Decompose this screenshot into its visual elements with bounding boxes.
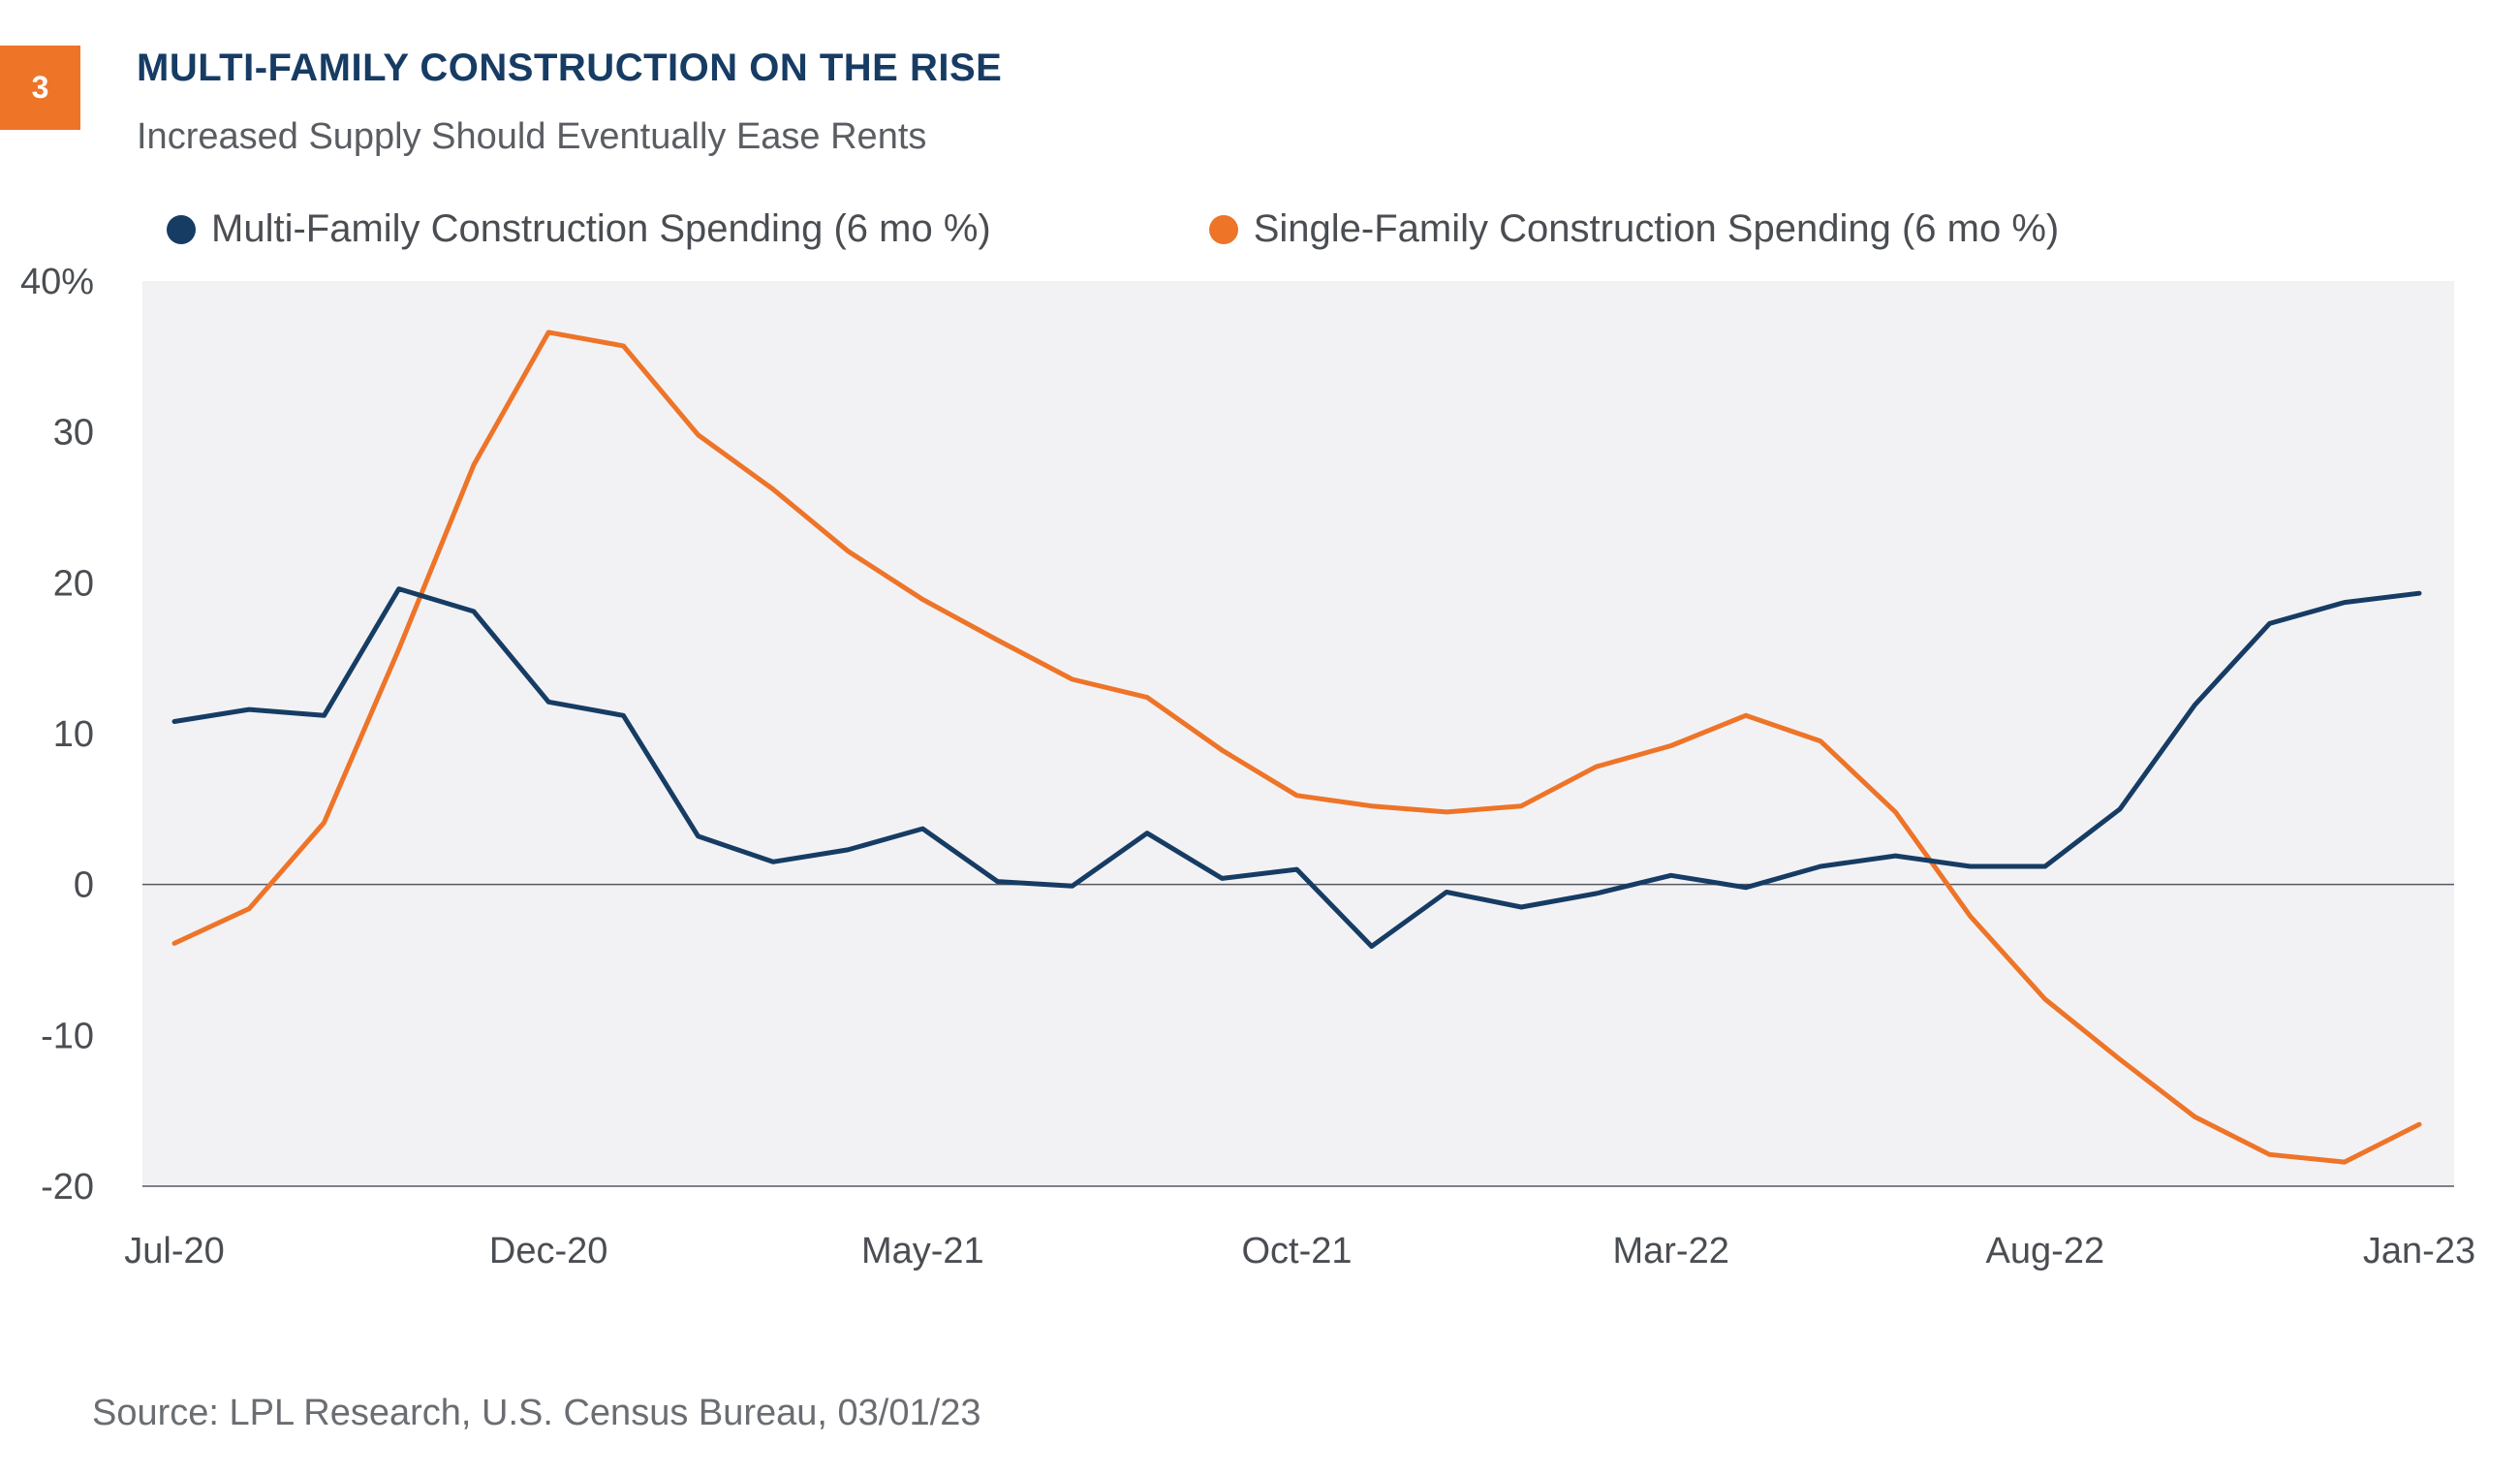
y-tick-label: -20 [41,1167,94,1208]
legend-marker-multi-family [167,214,196,244]
legend-item-multi-family: Multi-Family Construction Spending (6 mo… [167,207,991,251]
series-lines [171,330,2422,1165]
legend-marker-single-family [1208,214,1238,244]
chart-subtitle: Increased Supply Should Eventually Ease … [137,116,927,157]
series-line-multi-family [171,586,2422,949]
y-tick-label: 20 [53,563,94,604]
y-tick-label: 0 [74,865,94,906]
x-tick-label: Oct-21 [1241,1231,1352,1271]
plot-area [142,281,2454,1186]
x-tick-label: May-21 [861,1231,984,1271]
legend-item-single-family: Single-Family Construction Spending (6 m… [1208,207,2060,251]
x-tick-label: Aug-22 [1986,1231,2105,1271]
y-tick-label: 30 [53,413,94,454]
y-tick-label: 10 [53,714,94,755]
x-axis: Jul-20 Dec-20 May-21 Oct-21 Mar-22 Aug-22 Jan-… [124,1231,2475,1271]
series-line-single-family [171,330,2422,1165]
y-tick-label: 40% [20,262,94,302]
x-tick-label: Dec-20 [489,1231,608,1271]
legend: Multi-Family Construction Spending (6 mo… [167,207,2277,251]
x-tick-label: Jul-20 [124,1231,225,1271]
figure-number-badge: 3 [0,46,80,130]
legend-label-multi-family: Multi-Family Construction Spending (6 mo… [211,207,991,250]
x-tick-label: Jan-23 [2363,1231,2475,1271]
source-note: Source: LPL Research, U.S. Census Bureau… [92,1393,981,1433]
legend-label-single-family: Single-Family Construction Spending (6 m… [1253,207,2060,250]
chart-title: MULTI-FAMILY CONSTRUCTION ON THE RISE [137,47,1003,89]
y-tick-label: -10 [41,1016,94,1056]
y-axis: 40% 30 20 10 0 -10 -20 [20,262,94,1208]
x-tick-label: Mar-22 [1612,1231,1728,1271]
